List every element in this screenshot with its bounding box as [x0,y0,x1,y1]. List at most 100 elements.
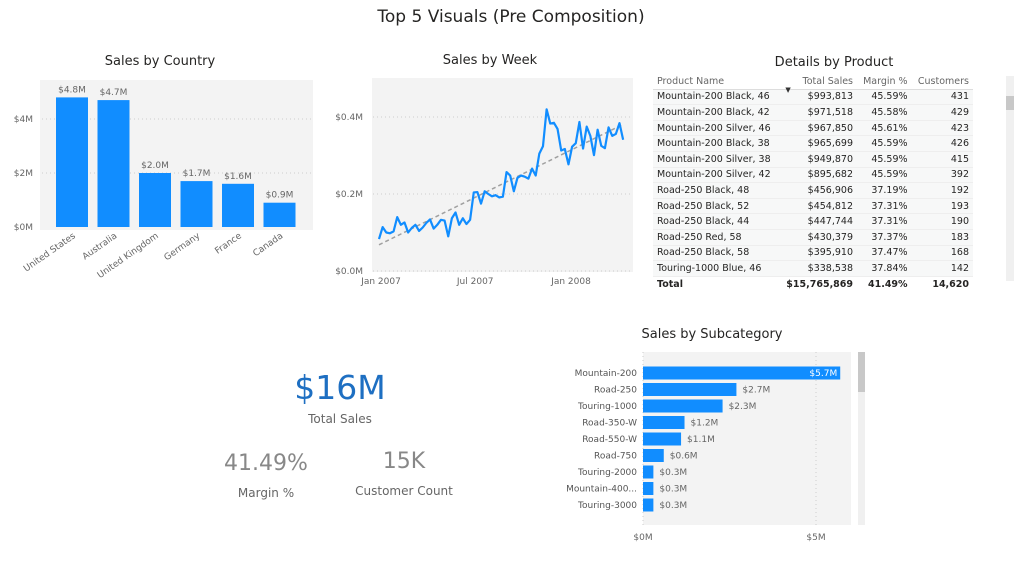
data-label: $0.3M [659,468,687,478]
subcategory-scrollbar-thumb[interactable] [858,352,865,392]
cell-customers: 193 [911,198,973,215]
cell-total-sales: $456,906 [779,182,858,199]
table-row[interactable]: Mountain-200 Silver, 38 $949,870 45.59% 415 [653,151,973,168]
cell-total-sales: $454,812 [779,198,858,215]
week-line-chart: $0.0M $0.2M $0.4M Jan 2007 Jul 2007 Jan 2008 [335,108,632,287]
cell-margin: 37.31% [857,213,912,230]
week-chart-plot [372,78,633,272]
table-row[interactable]: Road-250 Red, 58 $430,379 37.37% 183 [653,229,973,246]
cell-product-name: Road-250 Red, 58 [653,229,780,246]
cell-margin: 45.61% [857,120,912,137]
category-label: Touring-3000 [577,501,637,511]
category-label: Touring-2000 [577,468,637,478]
x-tick-label: $5M [806,533,825,543]
cell-product-name: Mountain-200 Black, 46 [653,89,780,106]
cell-margin: 45.59% [857,151,912,168]
x-tick-label: United States [22,231,78,274]
product-table: Product Name Total Sales ▼ Margin % Custo… [653,74,973,293]
x-tick-label: $0M [633,533,652,543]
cell-product-name: Road-250 Black, 58 [653,245,780,262]
category-label: Road-550-W [582,435,637,445]
table-row[interactable]: Road-250 Black, 48 $456,906 37.19% 192 [653,182,973,199]
x-tick-label: Australia [81,231,119,262]
cell-customers: 392 [911,167,973,184]
bar [643,449,664,462]
table-row[interactable]: Touring-1000 Blue, 46 $338,538 37.84% 142 [653,260,973,277]
bar-united-kingdom [139,173,171,227]
category-label: Mountain-200 [575,369,638,379]
sales-line [377,108,625,240]
data-label: $4.8M [58,85,86,95]
table-scrollbar[interactable] [1006,76,1014,281]
table-row[interactable]: Mountain-200 Silver, 42 $895,682 45.59% 392 [653,167,973,184]
data-label: $2.3M [729,402,757,412]
cell-product-name: Mountain-200 Black, 42 [653,104,780,121]
data-label: $2.0M [141,161,169,171]
bar-canada [263,202,296,227]
bar-germany [180,181,213,227]
table-row[interactable]: Road-250 Black, 52 $454,812 37.31% 193 [653,198,973,215]
page-title: Top 5 Visuals (Pre Composition) [377,7,645,27]
y-tick-label: $0.0M [335,267,363,277]
bar-united-states [56,97,88,228]
data-label: $0.3M [659,501,687,511]
cell-customers: 415 [911,151,973,168]
kpi-total-sales-value: $16M [294,368,386,407]
y-tick-label: $2M [14,169,33,179]
col-customers[interactable]: Customers [917,75,969,87]
cell-customers: 183 [911,229,973,246]
cell-total-sales: $338,538 [779,260,858,277]
data-label: $4.7M [100,88,128,98]
y-tick-label: $0M [14,223,33,233]
bar-australia [97,100,130,227]
table-row[interactable]: Mountain-200 Silver, 46 $967,850 45.61% 423 [653,120,973,137]
x-tick-label: Canada [251,231,285,259]
kpi-customers-value: 15K [382,449,426,474]
category-label: Mountain-400... [566,485,637,495]
cell-customers: 190 [911,213,973,230]
cell-total-sales: $395,910 [779,245,858,262]
cell-margin: 37.47% [857,245,912,262]
kpi-customers-label: Customer Count [355,484,453,498]
cell-margin: 45.59% [857,167,912,184]
x-tick-label: Jul 2007 [456,277,494,287]
data-label: $0.9M [266,191,294,201]
y-tick-label: $0.4M [335,113,363,123]
cell-total-sales: $895,682 [779,167,858,184]
sort-desc-icon: ▼ [785,86,791,94]
cell-product-name: Mountain-200 Silver, 42 [653,167,780,184]
cell-customers: 142 [911,260,973,277]
cell-margin: 37.31% [857,198,912,215]
table-scrollbar-thumb[interactable] [1006,96,1014,110]
country-bar-chart: $0M $2M $4M $4.8M United States $4.7M Australi… [14,85,312,281]
table-row[interactable]: Road-250 Black, 58 $395,910 37.47% 168 [653,245,973,262]
cell-customers: 429 [911,104,973,121]
total-cell: 14,620 [911,275,973,293]
subcategory-scrollbar[interactable] [858,352,865,525]
subcategory-bar-chart: $0M $5M Mountain-200 $5.7M Road-250 $2.7M Tour… [566,352,841,543]
bar [643,465,654,479]
x-tick-label: Germany [163,231,203,263]
cell-margin: 37.37% [857,229,912,246]
total-cell: $15,765,869 [779,275,858,293]
bar [643,482,654,495]
cell-total-sales: $965,699 [779,135,858,152]
table-row[interactable]: Road-250 Black, 44 $447,744 37.31% 190 [653,213,973,230]
cell-product-name: Road-250 Black, 48 [653,182,780,199]
bar [643,383,737,396]
col-product-name[interactable]: Product Name [657,75,725,87]
col-total-sales[interactable]: Total Sales ▼ [779,74,857,94]
table-row[interactable]: Mountain-200 Black, 38 $965,699 45.59% 426 [653,135,973,152]
kpi-total-sales-label: Total Sales [308,412,372,426]
data-label: $5.7M [809,369,837,379]
y-tick-label: $4M [14,115,33,125]
table-row[interactable]: Mountain-200 Black, 42 $971,518 45.58% 429 [653,104,973,121]
cell-customers: 431 [911,89,973,106]
cell-product-name: Touring-1000 Blue, 46 [653,260,780,277]
col-margin[interactable]: Margin % [863,75,908,87]
category-label: Touring-1000 [577,402,637,412]
table-row[interactable]: Mountain-200 Black, 46 $993,813 45.59% 431 [653,89,973,106]
bar [643,432,682,446]
cell-product-name: Mountain-200 Silver, 46 [653,120,780,137]
data-label: $0.6M [670,452,698,462]
